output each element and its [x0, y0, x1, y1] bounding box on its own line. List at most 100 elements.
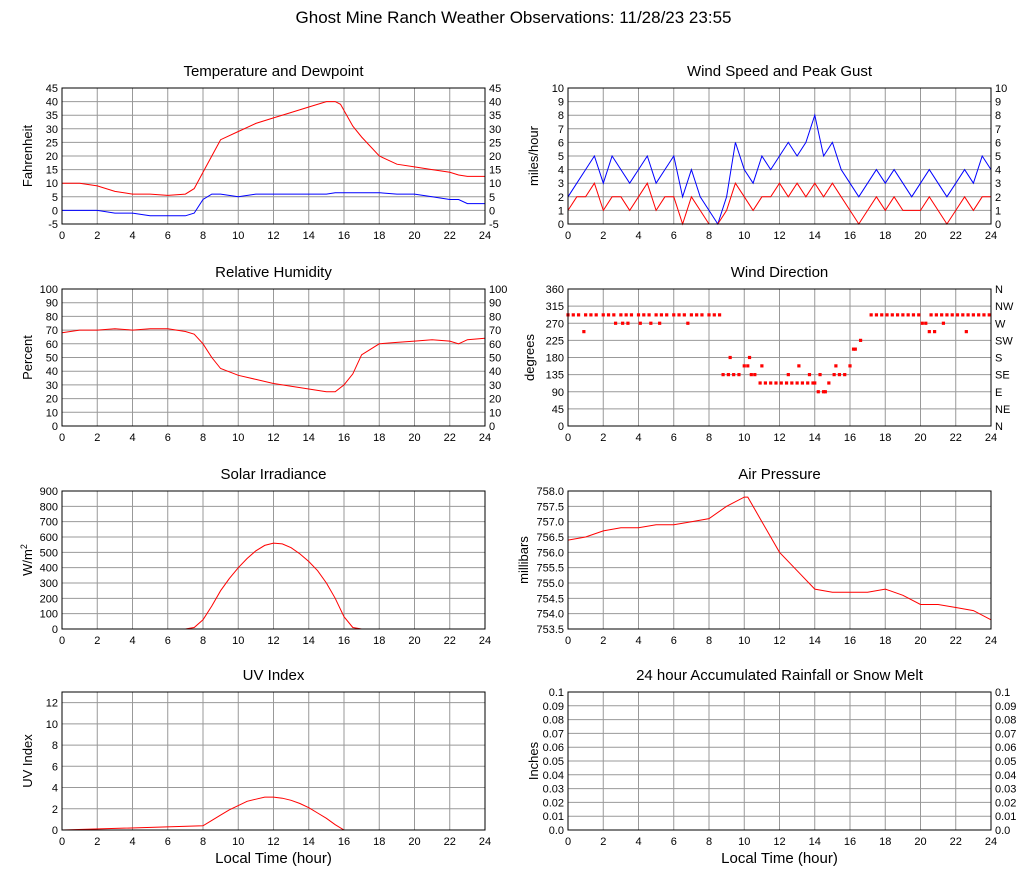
right-tick-label: 10 — [995, 83, 1007, 95]
y-tick-label: 10 — [552, 83, 564, 95]
y-tick-label: 600 — [40, 532, 58, 544]
right-tick-label: 0.05 — [995, 756, 1016, 768]
x-tick-label: 24 — [479, 836, 491, 848]
x-tick-label: 18 — [879, 230, 891, 242]
x-tick-label: 24 — [985, 635, 997, 647]
data-point — [689, 313, 693, 317]
data-point — [753, 373, 757, 377]
x-tick-label: 10 — [232, 836, 244, 848]
data-point — [945, 313, 949, 317]
series-line-1 — [62, 192, 485, 217]
right-tick-label: 10 — [489, 178, 501, 190]
data-point — [626, 321, 630, 325]
y-tick-label: 200 — [40, 593, 58, 605]
x-tick-label: 22 — [950, 230, 962, 242]
y-tick-label: 100 — [40, 609, 58, 621]
data-point — [726, 373, 730, 377]
y-tick-label: 400 — [40, 563, 58, 575]
y-tick-label: 754.0 — [536, 609, 564, 621]
y-tick-label: 2 — [52, 804, 58, 816]
plot-frame — [567, 691, 992, 831]
x-tick-label: 20 — [408, 230, 420, 242]
data-point — [721, 373, 725, 377]
data-point — [950, 313, 954, 317]
data-point — [987, 313, 991, 317]
x-tick-label: 16 — [844, 432, 856, 444]
data-point — [858, 338, 863, 342]
y-tick-label: 0 — [558, 421, 564, 433]
data-point — [621, 321, 625, 325]
x-tick-label: 18 — [373, 635, 385, 647]
y-tick-label: 50 — [46, 353, 58, 365]
data-point — [827, 381, 831, 385]
y-tick-label: 15 — [46, 165, 58, 177]
y-tick-label: 70 — [46, 325, 58, 337]
x-tick-label: 22 — [444, 836, 456, 848]
series-line-0 — [62, 101, 485, 196]
y-tick-label: 360 — [546, 284, 564, 296]
x-tick-label: 4 — [129, 635, 135, 647]
data-point — [619, 313, 623, 317]
x-tick-label: 16 — [844, 635, 856, 647]
right-tick-label: 90 — [489, 298, 501, 310]
y-axis-label-superscript: 2 — [19, 544, 29, 549]
x-tick-label: 4 — [129, 836, 135, 848]
right-tick-label: 0 — [995, 219, 1001, 231]
data-point — [924, 321, 928, 325]
x-tick-label: 20 — [408, 836, 420, 848]
x-tick-label: 14 — [303, 432, 315, 444]
x-axis-label: Local Time (hour) — [215, 850, 332, 867]
y-tick-label: 755.5 — [536, 563, 564, 575]
data-point — [742, 364, 746, 368]
x-tick-label: 16 — [338, 230, 350, 242]
x-tick-label: 18 — [373, 836, 385, 848]
y-tick-label: 800 — [40, 501, 58, 513]
right-tick-label: 3 — [995, 178, 1001, 190]
data-point — [895, 313, 900, 317]
x-tick-label: 10 — [738, 635, 750, 647]
data-point — [629, 313, 634, 317]
plot-frame — [61, 490, 486, 630]
right-tick-label: NW — [995, 301, 1014, 313]
data-point — [784, 381, 789, 385]
x-tick-label: 4 — [635, 635, 641, 647]
right-tick-label: 0.03 — [995, 784, 1016, 796]
right-tick-label: 30 — [489, 124, 501, 136]
right-tick-label: 6 — [995, 137, 1001, 149]
y-tick-label: 0 — [558, 219, 564, 231]
right-tick-label: NE — [995, 404, 1010, 416]
data-point — [934, 313, 938, 317]
y-tick-label: 135 — [546, 370, 564, 382]
x-tick-label: 12 — [267, 635, 279, 647]
x-tick-label: 22 — [444, 432, 456, 444]
data-point — [906, 313, 910, 317]
data-point — [818, 373, 822, 377]
data-point — [911, 313, 916, 317]
x-tick-label: 24 — [479, 432, 491, 444]
data-point — [774, 381, 778, 385]
chart-title: Temperature and Dewpoint — [183, 63, 364, 80]
x-tick-label: 8 — [200, 432, 206, 444]
data-point — [582, 330, 586, 334]
data-point — [613, 321, 618, 325]
series-line-1 — [567, 182, 991, 226]
y-tick-label: 900 — [40, 486, 58, 498]
x-tick-label: 2 — [94, 635, 100, 647]
x-tick-label: 8 — [200, 230, 206, 242]
x-tick-label: 12 — [267, 432, 279, 444]
x-tick-label: 6 — [671, 635, 677, 647]
x-tick-label: 12 — [773, 230, 785, 242]
chart-title: Air Pressure — [738, 466, 821, 483]
right-tick-label: 9 — [995, 97, 1001, 109]
data-point — [758, 381, 762, 385]
y-tick-label: 100 — [40, 284, 58, 296]
x-tick-label: 6 — [165, 836, 171, 848]
y-tick-label: 20 — [46, 394, 58, 406]
x-tick-label: 14 — [303, 230, 315, 242]
data-point — [885, 313, 889, 317]
data-point — [594, 313, 598, 317]
x-tick-label: 10 — [232, 432, 244, 444]
data-point — [672, 313, 676, 317]
data-point — [658, 321, 662, 325]
